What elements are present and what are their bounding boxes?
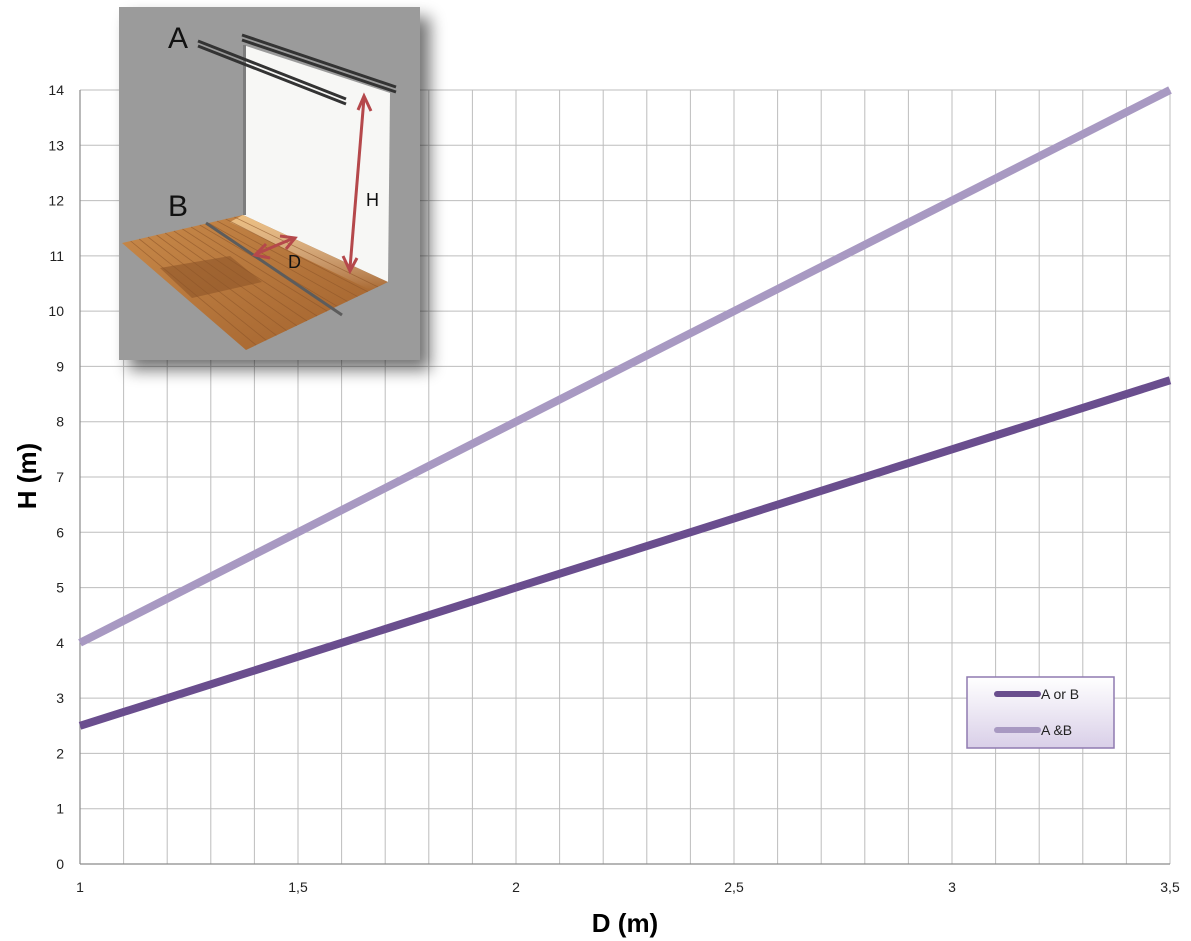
x-tick-label: 2 <box>512 879 520 895</box>
x-tick-label: 3 <box>948 879 956 895</box>
inset-label-a: A <box>168 22 188 55</box>
x-tick-label: 1 <box>76 879 84 895</box>
floor-planks <box>130 216 379 346</box>
y-tick-label: 6 <box>56 524 64 540</box>
floor-plank-line <box>130 240 257 346</box>
floor-plank-line <box>173 230 308 322</box>
x-tick-label: 1,5 <box>288 879 308 895</box>
floor-plank-line <box>182 228 318 317</box>
floor-plank-line <box>234 216 379 288</box>
floor-rail-b <box>205 221 343 317</box>
y-tick-label: 10 <box>48 303 64 319</box>
y-tick-label: 4 <box>56 635 64 651</box>
y-tick-label: 2 <box>56 745 64 761</box>
legend-box <box>966 676 1115 749</box>
height-arrow <box>341 92 373 275</box>
y-tick-label: 8 <box>56 414 64 430</box>
inset-label-h: H <box>366 190 379 210</box>
y-tick-label: 7 <box>56 469 64 485</box>
distance-arrow <box>251 234 298 260</box>
floor-plank-line <box>208 222 348 302</box>
x-tick-label: 2,5 <box>724 879 744 895</box>
floor-plank-line <box>156 234 287 331</box>
y-tick-label: 11 <box>49 248 64 264</box>
y-tick-label: 1 <box>56 801 64 817</box>
y-tick-label: 5 <box>56 580 64 596</box>
floor-plank-line <box>225 218 368 293</box>
legend: A or B A &B <box>966 676 1115 749</box>
floor-plank-line <box>139 238 267 341</box>
inset-label-d: D <box>288 252 301 272</box>
top-rail-a-back <box>241 33 397 94</box>
x-axis-title: D (m) <box>592 908 658 938</box>
series <box>78 86 1172 730</box>
floor-dark-patch <box>160 256 262 298</box>
x-tick-label: 3,5 <box>1160 879 1180 895</box>
floor-plank-line <box>147 236 277 336</box>
y-tick-label: 9 <box>56 358 64 374</box>
y-tick-label: 14 <box>48 82 64 98</box>
floor-plank-line <box>190 226 328 312</box>
wall-shadow-edge <box>243 45 246 215</box>
y-tick-label: 0 <box>56 856 64 872</box>
y-tick-label: 3 <box>56 690 64 706</box>
series-line-a-and-b <box>78 86 1172 647</box>
inset-label-b: B <box>168 190 188 223</box>
series-line-a-or-b <box>78 376 1172 730</box>
legend-label-a-and-b: A &B <box>1041 722 1072 738</box>
inset-illustration: A B H D <box>119 7 420 360</box>
top-rail-a-front <box>197 39 347 106</box>
y-tick-label: 13 <box>48 137 64 153</box>
floor-plank-line <box>164 232 297 327</box>
legend-label-a-or-b: A or B <box>1041 686 1079 702</box>
y-tick-label: 12 <box>48 193 64 209</box>
y-axis-title: H (m) <box>12 443 42 509</box>
floor-plank-line <box>216 220 358 297</box>
